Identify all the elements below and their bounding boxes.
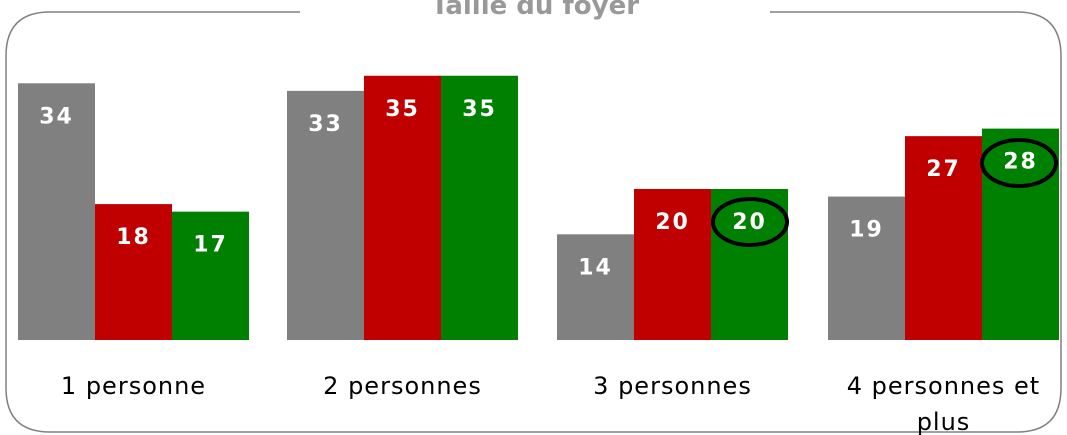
- category-label: 4 personnes et plus: [846, 372, 1041, 435]
- bar: [634, 189, 711, 340]
- bar: [172, 211, 249, 340]
- value-label: 17: [193, 233, 228, 258]
- chart-title: Taille du foyer: [431, 0, 639, 21]
- bar: [828, 196, 905, 340]
- category-label: 1 personne: [60, 372, 207, 400]
- bar: [711, 189, 788, 340]
- bar: [18, 83, 95, 341]
- category-label: 3 personnes: [593, 372, 752, 400]
- highlight-circle: [711, 197, 789, 247]
- value-label: 20: [655, 210, 690, 235]
- bar: [557, 234, 634, 340]
- value-label: 20: [732, 210, 767, 235]
- value-label: 33: [308, 112, 343, 137]
- value-label: 28: [1003, 150, 1038, 175]
- highlight-circle: [980, 138, 1058, 188]
- value-label: 14: [578, 255, 613, 280]
- value-label: 35: [462, 97, 497, 122]
- bar: [905, 136, 982, 340]
- value-label: 27: [926, 157, 961, 182]
- bar: [287, 90, 364, 340]
- value-label: 35: [385, 97, 420, 122]
- bar: [95, 204, 172, 340]
- bar: [982, 128, 1059, 340]
- category-label: 2 personnes: [323, 372, 482, 400]
- bar: [364, 75, 441, 340]
- frame: [5, 11, 1062, 433]
- value-label: 19: [849, 218, 884, 243]
- bar: [441, 75, 518, 340]
- value-label: 34: [39, 104, 74, 129]
- value-label: 18: [116, 225, 151, 250]
